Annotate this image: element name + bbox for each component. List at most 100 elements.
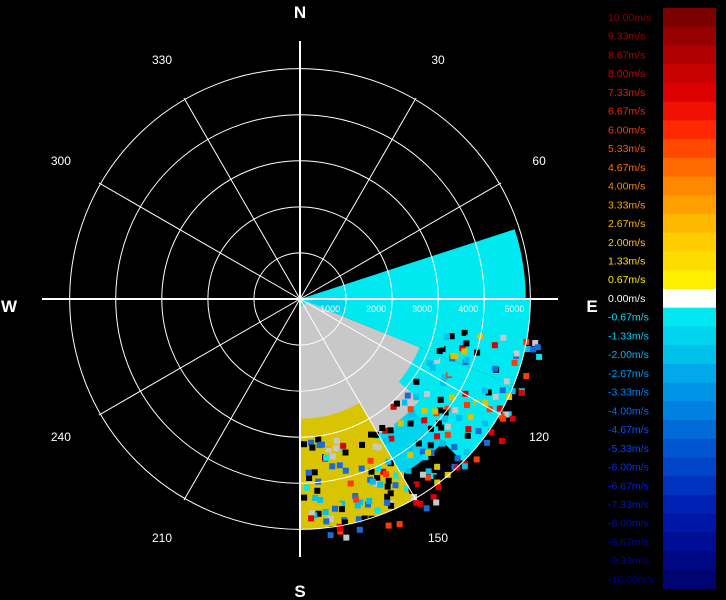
echo-gate	[407, 445, 414, 451]
echo-gate	[407, 420, 414, 427]
echo-gate	[343, 534, 350, 541]
echo-gate	[421, 417, 428, 424]
legend-label: 2.67m/s	[608, 218, 645, 230]
echo-gate	[396, 521, 403, 528]
echo-gate	[374, 507, 381, 514]
echo-gate	[392, 482, 399, 489]
legend-swatch	[663, 288, 716, 309]
echo-gate	[484, 439, 490, 446]
echo-gate	[306, 475, 313, 481]
legend-swatch	[663, 139, 716, 159]
echo-gate	[329, 526, 336, 533]
azimuth-label-120: 120	[529, 430, 549, 444]
legend-label: 0.67m/s	[608, 274, 645, 286]
echo-gate	[534, 367, 541, 374]
north-label: N	[294, 3, 306, 22]
echo-gate	[407, 406, 414, 413]
echo-gate	[436, 420, 442, 427]
echo-gate	[415, 440, 422, 447]
echo-gate	[317, 537, 324, 544]
echo-gate	[384, 493, 391, 500]
echo-gate	[473, 456, 480, 463]
echo-gate	[339, 500, 346, 507]
legend-label: 7.33m/s	[608, 87, 645, 99]
echo-gate	[308, 439, 315, 446]
echo-gate	[368, 468, 375, 475]
echo-gate	[322, 509, 329, 515]
legend-label: 6.67m/s	[608, 106, 645, 118]
echo-gate	[421, 407, 428, 414]
echo-gate	[383, 471, 389, 478]
echo-gate	[530, 346, 537, 353]
echo-sector-1	[300, 229, 526, 299]
echo-gate	[385, 458, 392, 465]
echo-gate	[447, 370, 454, 377]
echo-gate	[441, 416, 448, 423]
echo-gate	[317, 497, 324, 503]
legend-label: -8.00m/s	[608, 518, 649, 530]
echo-gate	[474, 349, 481, 356]
echo-gate	[433, 499, 440, 506]
echo-gate	[355, 516, 362, 523]
azimuth-label-330: 330	[152, 53, 172, 67]
echo-gate	[448, 333, 455, 340]
echo-gate	[491, 342, 498, 349]
echo-gate	[342, 467, 349, 474]
echo-gate	[305, 469, 312, 476]
echo-gate	[413, 378, 420, 385]
velocity-echo-speckle	[301, 329, 546, 544]
echo-gate	[352, 493, 359, 499]
echo-gate	[424, 502, 431, 509]
echo-gate	[435, 484, 442, 491]
west-label: W	[1, 297, 18, 316]
spoke-330	[183, 97, 301, 300]
east-label: E	[586, 297, 597, 316]
legend-label: -9.33m/s	[608, 555, 649, 567]
echo-gate	[432, 408, 439, 415]
echo-gate	[422, 454, 429, 461]
echo-gate	[523, 373, 530, 379]
echo-gate	[336, 523, 343, 530]
legend-swatch	[663, 551, 716, 571]
echo-gate	[424, 474, 431, 481]
spoke-210	[183, 298, 301, 501]
echo-gate	[539, 345, 546, 352]
echo-gate	[377, 490, 383, 497]
echo-gate	[373, 480, 380, 487]
echo-gate	[315, 436, 322, 443]
spoke-60	[299, 182, 502, 300]
echo-gate	[342, 449, 349, 456]
legend-swatch	[663, 307, 716, 328]
echo-gate	[316, 442, 323, 449]
echo-gate	[314, 517, 320, 524]
echo-gate	[333, 445, 340, 452]
echo-gate	[534, 344, 541, 351]
echo-gate	[373, 431, 379, 438]
echo-gate	[387, 490, 394, 497]
echo-gate	[467, 414, 474, 421]
echo-gate	[409, 483, 416, 490]
echo-gate	[358, 465, 365, 472]
legend-swatch	[663, 457, 716, 477]
echo-gate	[375, 465, 382, 472]
azimuth-label-150: 150	[428, 531, 448, 545]
echo-gate	[430, 494, 437, 501]
echo-gate	[311, 469, 318, 476]
echo-gate	[499, 387, 506, 394]
echo-gate	[329, 453, 336, 460]
echo-gate	[464, 432, 471, 439]
echo-gate	[425, 468, 432, 475]
echo-gate	[368, 431, 374, 438]
echo-gate	[463, 340, 470, 347]
echo-gate	[387, 427, 394, 434]
echo-gate	[332, 505, 338, 512]
echo-gate	[482, 387, 489, 394]
echo-gate	[329, 463, 336, 470]
legend-swatch	[663, 195, 716, 215]
echo-gate	[481, 420, 488, 427]
echo-gate	[419, 471, 426, 478]
echo-gate	[407, 398, 414, 405]
legend-label: -2.67m/s	[608, 368, 649, 380]
legend-swatch	[663, 494, 716, 515]
echo-gate	[408, 410, 415, 417]
